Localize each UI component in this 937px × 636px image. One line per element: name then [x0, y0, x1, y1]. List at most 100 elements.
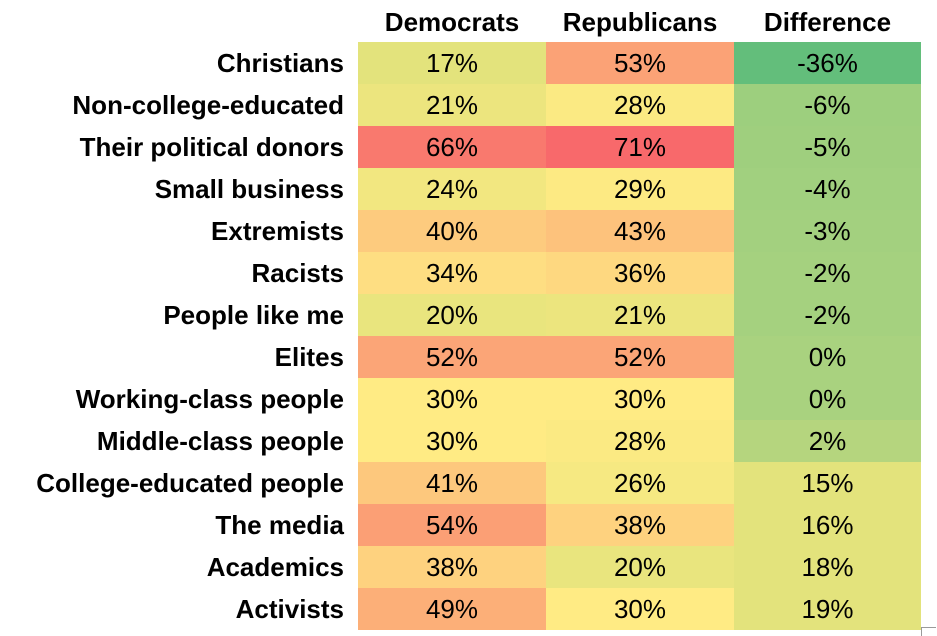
heat-cell-democrats — [358, 588, 546, 630]
heat-cell-difference — [734, 168, 921, 210]
row-label: Their political donors — [79, 132, 344, 162]
heat-cell-difference — [734, 462, 921, 504]
cell-value-difference: -5% — [804, 132, 851, 162]
heat-cell-democrats — [358, 168, 546, 210]
row-label: Elites — [274, 342, 344, 372]
heat-cell-difference — [734, 210, 921, 252]
cell-value-democrats: 24% — [425, 174, 479, 204]
cell-value-difference: 2% — [808, 426, 847, 456]
column-header-republicans: Republicans — [562, 7, 718, 37]
row-label: Activists — [235, 594, 344, 624]
heat-cell-democrats — [358, 378, 546, 420]
heat-cell-republicans — [546, 210, 734, 252]
heat-cell-republicans — [546, 294, 734, 336]
heat-cell-republicans — [546, 546, 734, 588]
heat-cell-republicans — [546, 84, 734, 126]
cell-value-democrats: 49% — [425, 594, 479, 624]
cell-value-republicans: 52% — [613, 342, 667, 372]
heat-cell-difference — [734, 84, 921, 126]
heat-cell-difference — [734, 588, 921, 630]
heat-cell-democrats — [358, 252, 546, 294]
cell-value-democrats: 30% — [425, 384, 479, 414]
cell-value-difference: -2% — [804, 300, 851, 330]
heat-cell-republicans — [546, 378, 734, 420]
row-label: Working-class people — [75, 384, 344, 414]
heat-cell-democrats — [358, 126, 546, 168]
cell-value-republicans: 53% — [613, 48, 667, 78]
heat-cell-republicans — [546, 504, 734, 546]
heat-cell-democrats — [358, 504, 546, 546]
heat-cell-difference — [734, 504, 921, 546]
heat-cell-democrats — [358, 42, 546, 84]
heat-cell-republicans — [546, 420, 734, 462]
cell-value-difference: -4% — [804, 174, 851, 204]
heat-cell-democrats — [358, 210, 546, 252]
cell-value-difference: 0% — [808, 342, 847, 372]
heat-cell-democrats — [358, 294, 546, 336]
heat-cell-republicans — [546, 252, 734, 294]
row-label: Middle-class people — [96, 426, 344, 456]
resize-handle-icon — [921, 627, 936, 636]
row-label: Christians — [216, 48, 344, 78]
cell-value-republicans: 29% — [613, 174, 667, 204]
cell-value-difference: 19% — [801, 594, 854, 624]
cell-value-republicans: 30% — [613, 384, 667, 414]
cell-value-republicans: 21% — [613, 300, 667, 330]
cell-value-democrats: 21% — [425, 90, 479, 120]
row-label: The media — [215, 510, 344, 540]
cell-value-difference: 18% — [801, 552, 854, 582]
cell-value-difference: 15% — [801, 468, 854, 498]
cell-value-democrats: 54% — [425, 510, 479, 540]
cell-value-difference: -6% — [804, 90, 851, 120]
cell-value-republicans: 43% — [613, 216, 667, 246]
cell-value-difference: 0% — [808, 384, 847, 414]
cell-value-republicans: 26% — [613, 468, 667, 498]
row-label: College-educated people — [36, 468, 344, 498]
cell-value-democrats: 38% — [425, 552, 479, 582]
column-header-democrats: Democrats — [384, 7, 520, 37]
cell-value-republicans: 28% — [613, 426, 667, 456]
row-label: People like me — [163, 300, 344, 330]
cell-value-republicans: 71% — [613, 132, 667, 162]
cell-value-democrats: 40% — [425, 216, 479, 246]
heat-cell-democrats — [358, 84, 546, 126]
row-label: Small business — [154, 174, 344, 204]
heat-cell-democrats — [358, 546, 546, 588]
heat-cell-difference — [734, 252, 921, 294]
column-header-difference: Difference — [763, 7, 892, 37]
heat-cell-difference — [734, 420, 921, 462]
heat-cell-republicans — [546, 126, 734, 168]
heat-cell-difference — [734, 294, 921, 336]
cell-value-republicans: 36% — [613, 258, 667, 288]
heat-cell-republicans — [546, 588, 734, 630]
heat-cell-difference — [734, 42, 921, 84]
cell-value-difference: -36% — [797, 48, 858, 78]
cell-value-republicans: 38% — [613, 510, 667, 540]
heat-cell-democrats — [358, 420, 546, 462]
cell-value-republicans: 20% — [613, 552, 667, 582]
cell-value-difference: -3% — [804, 216, 851, 246]
heat-cell-republicans — [546, 42, 734, 84]
row-label: Academics — [206, 552, 344, 582]
row-label: Extremists — [211, 216, 344, 246]
heat-cell-republicans — [546, 462, 734, 504]
cell-value-democrats: 17% — [425, 48, 479, 78]
heat-cell-difference — [734, 126, 921, 168]
cell-value-democrats: 41% — [425, 468, 479, 498]
cell-value-democrats: 52% — [425, 342, 479, 372]
row-label: Non-college-educated — [72, 90, 344, 120]
heat-cell-difference — [734, 336, 921, 378]
heat-cell-democrats — [358, 462, 546, 504]
cell-value-difference: 16% — [801, 510, 854, 540]
cell-value-democrats: 34% — [425, 258, 479, 288]
cell-value-democrats: 20% — [425, 300, 479, 330]
cell-value-republicans: 28% — [613, 90, 667, 120]
heat-cell-republicans — [546, 336, 734, 378]
row-label: Racists — [251, 258, 345, 288]
heat-cell-difference — [734, 546, 921, 588]
cell-value-republicans: 30% — [613, 594, 667, 624]
cell-value-democrats: 30% — [425, 426, 479, 456]
cell-value-democrats: 66% — [425, 132, 479, 162]
heat-cell-democrats — [358, 336, 546, 378]
